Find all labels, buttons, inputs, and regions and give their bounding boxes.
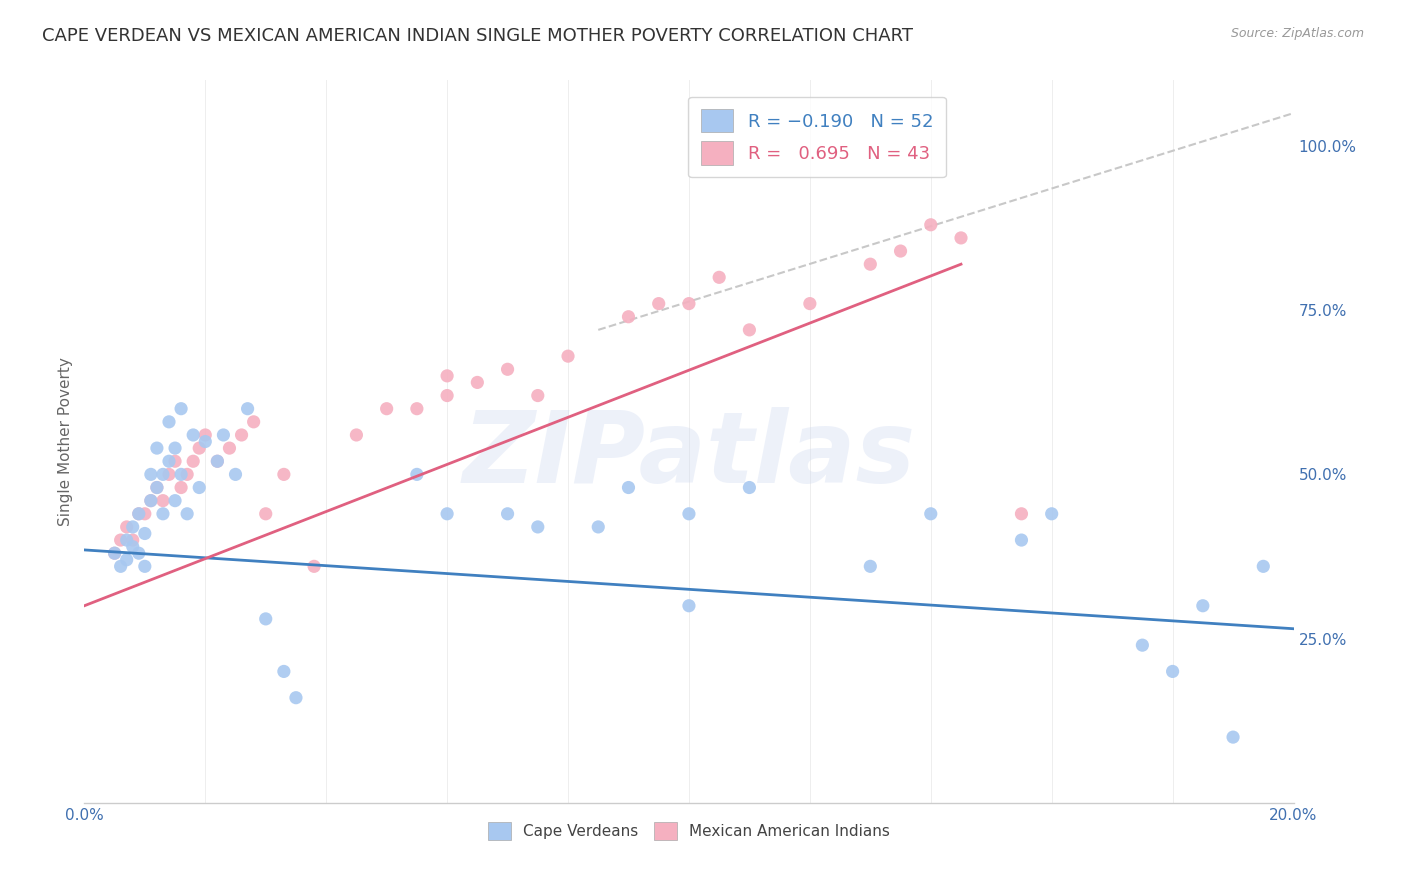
Point xyxy=(152,493,174,508)
Legend: Cape Verdeans, Mexican American Indians: Cape Verdeans, Mexican American Indians xyxy=(479,813,898,849)
Point xyxy=(181,428,204,442)
Point xyxy=(157,467,180,482)
Point xyxy=(181,454,204,468)
Point xyxy=(207,454,229,468)
Point xyxy=(170,467,193,482)
Point xyxy=(110,533,132,547)
Point xyxy=(104,546,127,560)
Point xyxy=(557,349,579,363)
Point xyxy=(115,533,138,547)
Point xyxy=(194,428,217,442)
Point xyxy=(121,540,143,554)
Point xyxy=(273,467,295,482)
Point xyxy=(406,401,429,416)
Point xyxy=(115,520,138,534)
Point xyxy=(436,368,458,383)
Point xyxy=(496,507,519,521)
Point xyxy=(1222,730,1244,744)
Point xyxy=(859,257,882,271)
Point xyxy=(859,559,882,574)
Point xyxy=(709,270,731,285)
Point xyxy=(1130,638,1153,652)
Point xyxy=(436,388,458,402)
Point xyxy=(588,520,610,534)
Point xyxy=(152,467,174,482)
Point xyxy=(212,428,235,442)
Point xyxy=(467,376,489,390)
Point xyxy=(165,441,187,455)
Text: CAPE VERDEAN VS MEXICAN AMERICAN INDIAN SINGLE MOTHER POVERTY CORRELATION CHART: CAPE VERDEAN VS MEXICAN AMERICAN INDIAN … xyxy=(42,27,912,45)
Point xyxy=(648,296,671,310)
Point xyxy=(375,401,398,416)
Point xyxy=(121,533,143,547)
Point xyxy=(157,415,180,429)
Point xyxy=(218,441,240,455)
Point xyxy=(678,599,700,613)
Point xyxy=(920,507,942,521)
Point xyxy=(1040,507,1063,521)
Point xyxy=(165,493,187,508)
Point xyxy=(920,218,942,232)
Point xyxy=(165,454,187,468)
Point xyxy=(738,481,761,495)
Point xyxy=(188,441,211,455)
Point xyxy=(110,559,132,574)
Point xyxy=(527,388,550,402)
Point xyxy=(496,362,519,376)
Point xyxy=(799,296,821,310)
Point xyxy=(176,507,198,521)
Point xyxy=(527,520,550,534)
Point xyxy=(285,690,308,705)
Point xyxy=(890,244,912,258)
Point xyxy=(242,415,264,429)
Point xyxy=(194,434,217,449)
Point xyxy=(273,665,295,679)
Point xyxy=(146,441,169,455)
Point xyxy=(128,507,150,521)
Point xyxy=(678,296,700,310)
Point xyxy=(157,454,180,468)
Point xyxy=(678,507,700,521)
Text: Source: ZipAtlas.com: Source: ZipAtlas.com xyxy=(1230,27,1364,40)
Point xyxy=(170,481,193,495)
Point xyxy=(134,526,156,541)
Point xyxy=(1011,533,1033,547)
Point xyxy=(406,467,429,482)
Point xyxy=(346,428,368,442)
Point xyxy=(207,454,229,468)
Point xyxy=(1192,599,1215,613)
Point xyxy=(115,553,138,567)
Point xyxy=(152,507,174,521)
Point xyxy=(188,481,211,495)
Point xyxy=(236,401,259,416)
Point xyxy=(254,507,277,521)
Point xyxy=(254,612,277,626)
Point xyxy=(1161,665,1184,679)
Point xyxy=(170,401,193,416)
Point xyxy=(231,428,253,442)
Point xyxy=(950,231,973,245)
Point xyxy=(134,559,156,574)
Y-axis label: Single Mother Poverty: Single Mother Poverty xyxy=(58,357,73,526)
Point xyxy=(1011,507,1033,521)
Point xyxy=(302,559,325,574)
Point xyxy=(146,481,169,495)
Point xyxy=(128,546,150,560)
Point xyxy=(121,520,143,534)
Point xyxy=(176,467,198,482)
Point xyxy=(225,467,247,482)
Point xyxy=(617,481,640,495)
Point xyxy=(104,546,127,560)
Point xyxy=(139,493,162,508)
Point xyxy=(139,493,162,508)
Text: ZIPatlas: ZIPatlas xyxy=(463,408,915,505)
Point xyxy=(1253,559,1275,574)
Point xyxy=(146,481,169,495)
Point xyxy=(134,507,156,521)
Point xyxy=(436,507,458,521)
Point xyxy=(738,323,761,337)
Point xyxy=(139,467,162,482)
Point xyxy=(128,507,150,521)
Point xyxy=(617,310,640,324)
